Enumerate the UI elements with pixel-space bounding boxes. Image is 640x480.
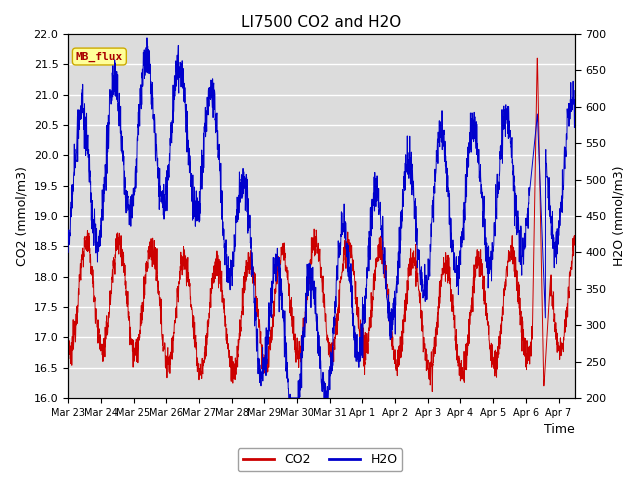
Y-axis label: CO2 (mmol/m3): CO2 (mmol/m3) [15, 166, 28, 266]
Text: MB_flux: MB_flux [76, 51, 123, 61]
Title: LI7500 CO2 and H2O: LI7500 CO2 and H2O [241, 15, 402, 30]
X-axis label: Time: Time [544, 423, 575, 436]
Y-axis label: H2O (mmol/m3): H2O (mmol/m3) [612, 166, 625, 266]
Legend: CO2, H2O: CO2, H2O [237, 448, 403, 471]
